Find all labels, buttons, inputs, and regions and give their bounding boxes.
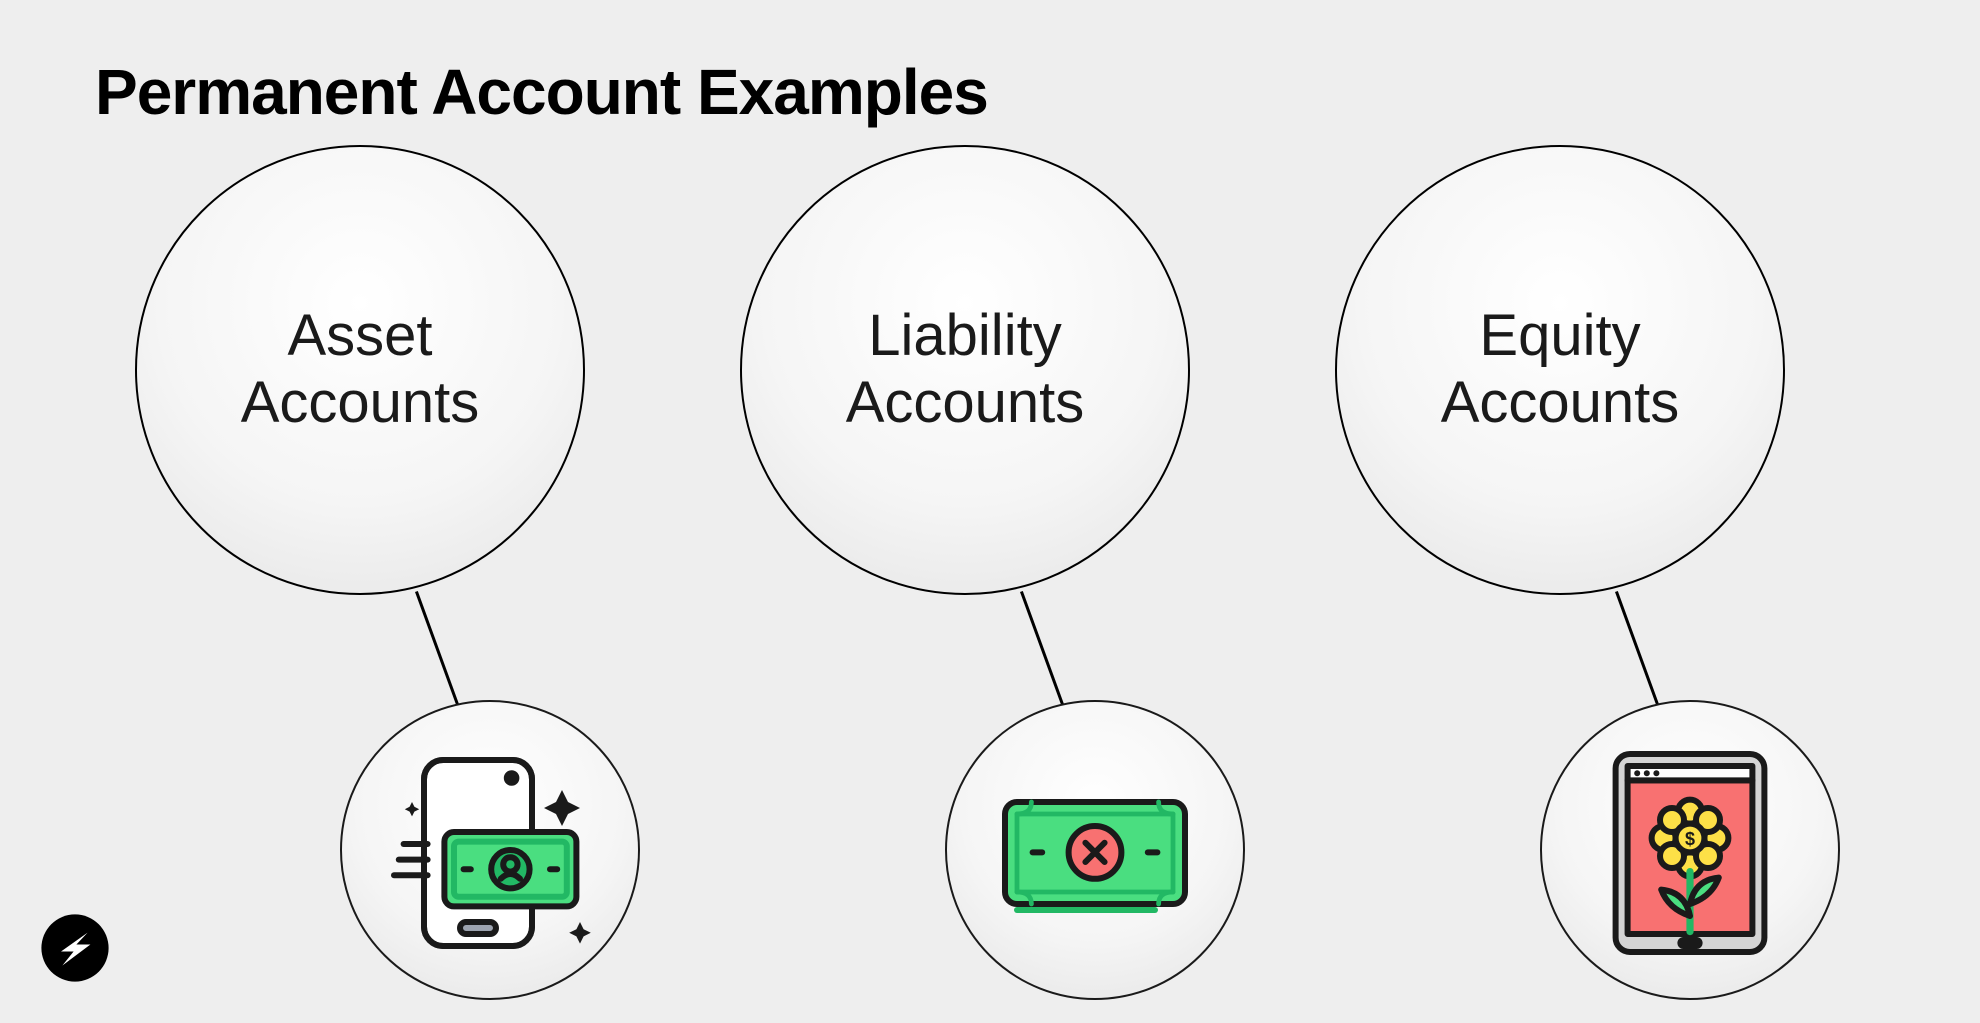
asset-label: AssetAccounts bbox=[241, 303, 480, 436]
equity-connector bbox=[1615, 591, 1658, 705]
page-title: Permanent Account Examples bbox=[95, 55, 988, 129]
brand-logo-icon bbox=[40, 913, 110, 983]
svg-text:$: $ bbox=[1685, 829, 1695, 849]
equity-circle: EquityAccounts bbox=[1335, 145, 1785, 595]
equity-icon-circle: $ $ bbox=[1540, 700, 1840, 1000]
asset-icon-circle bbox=[340, 700, 640, 1000]
money-x-icon bbox=[975, 730, 1215, 970]
liability-circle: LiabilityAccounts bbox=[740, 145, 1190, 595]
liability-icon-circle bbox=[945, 700, 1245, 1000]
liability-connector bbox=[1020, 591, 1063, 705]
phone-money-icon bbox=[370, 730, 610, 970]
asset-circle: AssetAccounts bbox=[135, 145, 585, 595]
tablet-flower-icon: $ $ bbox=[1570, 730, 1810, 970]
equity-label: EquityAccounts bbox=[1441, 303, 1680, 436]
asset-connector bbox=[415, 591, 458, 705]
liability-label: LiabilityAccounts bbox=[846, 303, 1085, 436]
